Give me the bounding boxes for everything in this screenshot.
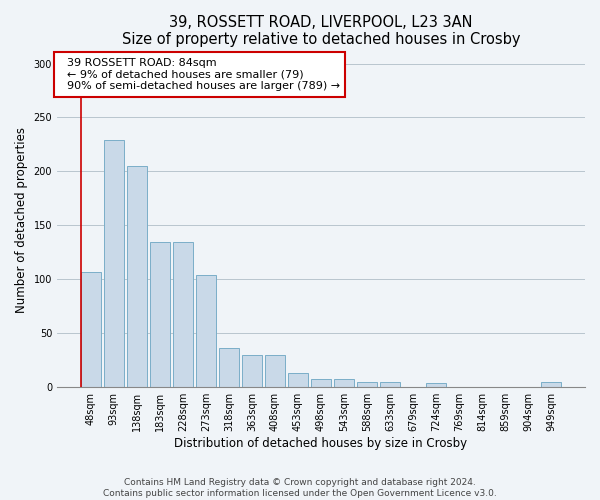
Bar [173,242,193,387]
Bar [427,383,446,387]
Bar [541,382,561,387]
Bar [357,382,377,387]
X-axis label: Distribution of detached houses by size in Crosby: Distribution of detached houses by size … [175,437,467,450]
Bar [334,378,354,387]
Bar [288,373,308,387]
Bar [81,272,101,387]
Y-axis label: Number of detached properties: Number of detached properties [15,127,28,313]
Bar [150,242,170,387]
Bar [380,382,400,387]
Text: 39 ROSSETT ROAD: 84sqm
  ← 9% of detached houses are smaller (79)
  90% of semi-: 39 ROSSETT ROAD: 84sqm ← 9% of detached … [59,58,340,91]
Bar [127,166,146,387]
Bar [265,355,285,387]
Title: 39, ROSSETT ROAD, LIVERPOOL, L23 3AN
Size of property relative to detached house: 39, ROSSETT ROAD, LIVERPOOL, L23 3AN Siz… [122,15,520,48]
Bar [196,275,216,387]
Bar [219,348,239,387]
Bar [311,378,331,387]
Bar [242,355,262,387]
Text: Contains HM Land Registry data © Crown copyright and database right 2024.
Contai: Contains HM Land Registry data © Crown c… [103,478,497,498]
Bar [104,140,124,387]
